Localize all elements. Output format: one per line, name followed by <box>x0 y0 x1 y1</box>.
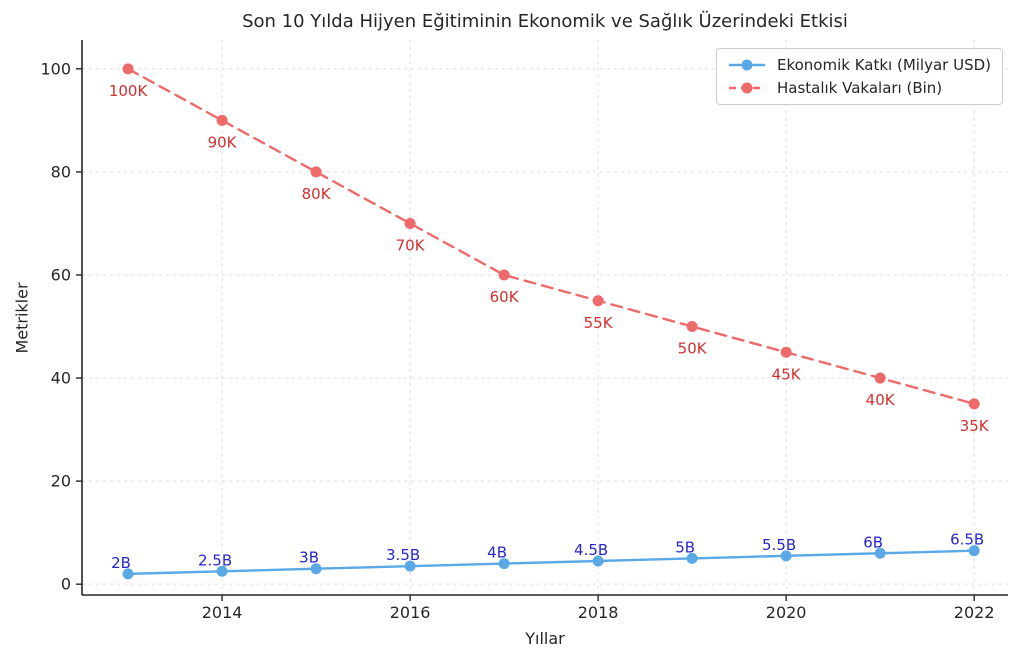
chart-title: Son 10 Yılda Hijyen Eğitiminin Ekonomik … <box>242 11 848 32</box>
data-point <box>968 398 980 410</box>
data-point <box>780 550 792 562</box>
data-point-label: 2.5B <box>198 551 232 569</box>
data-point <box>216 114 228 126</box>
data-point <box>686 552 698 564</box>
data-point <box>498 558 510 570</box>
x-tick-label: 2014 <box>202 603 243 622</box>
data-point-label: 6.5B <box>950 531 984 549</box>
data-point <box>592 555 604 567</box>
series-line-1 <box>126 67 976 406</box>
y-tick-label: 60 <box>51 265 71 284</box>
data-point-label: 100K <box>109 82 149 100</box>
x-tick-label: 2022 <box>954 603 995 622</box>
data-point-label: 70K <box>396 236 426 254</box>
data-point-label: 80K <box>302 185 332 203</box>
legend[interactable]: Ekonomik Katkı (Milyar USD) Hastalık Vak… <box>715 48 1003 105</box>
data-point <box>874 547 886 559</box>
y-tick-label: 0 <box>61 575 71 594</box>
data-point-label: 45K <box>772 365 802 383</box>
x-tick-label: 2020 <box>766 603 807 622</box>
y-tick-label: 80 <box>51 162 71 181</box>
data-point-label: 2B <box>111 554 131 572</box>
data-point-label: 90K <box>208 133 238 151</box>
data-point <box>122 63 134 75</box>
x-tick-label: 2018 <box>578 603 619 622</box>
data-point <box>122 568 134 580</box>
data-point-label: 60K <box>490 288 520 306</box>
data-point <box>686 321 698 333</box>
legend-item-disease: Hastalık Vakaları (Bin) <box>726 79 991 97</box>
x-axis-label: Yıllar <box>525 629 565 648</box>
data-point-label: 6B <box>863 533 883 551</box>
data-point-label: 5.5B <box>762 536 796 554</box>
data-point <box>404 217 416 229</box>
x-tick-label: 2016 <box>390 603 431 622</box>
y-axis-label: Metrikler <box>12 282 32 354</box>
data-point <box>780 346 792 358</box>
data-point <box>592 295 604 307</box>
data-point-label: 3B <box>299 549 319 567</box>
series-line-0 <box>126 549 976 576</box>
data-point-label: 5B <box>675 538 695 556</box>
data-point-label: 4B <box>487 544 507 562</box>
data-point <box>874 372 886 384</box>
data-point <box>310 166 322 178</box>
data-point <box>216 565 228 577</box>
data-point <box>968 545 980 557</box>
legend-item-economic: Ekonomik Katkı (Milyar USD) <box>726 56 991 74</box>
legend-label-disease: Hastalık Vakaları (Bin) <box>776 79 943 97</box>
data-point-label: 4.5B <box>574 541 608 559</box>
data-point-label: 40K <box>866 391 896 409</box>
legend-line-sample-dashed-icon <box>728 82 765 94</box>
legend-label-economic: Ekonomik Katkı (Milyar USD) <box>776 56 991 74</box>
y-tick-label: 20 <box>51 472 71 491</box>
y-tick-label: 100 <box>40 59 71 78</box>
y-tick-label: 40 <box>51 369 71 388</box>
data-point-label: 50K <box>678 340 708 358</box>
data-point-label: 35K <box>960 417 990 435</box>
legend-line-sample-solid-icon <box>728 59 765 71</box>
data-point <box>404 560 416 572</box>
data-point <box>498 269 510 281</box>
data-point <box>310 563 322 575</box>
data-point-label: 3.5B <box>386 546 420 564</box>
data-point-label: 55K <box>584 314 614 332</box>
